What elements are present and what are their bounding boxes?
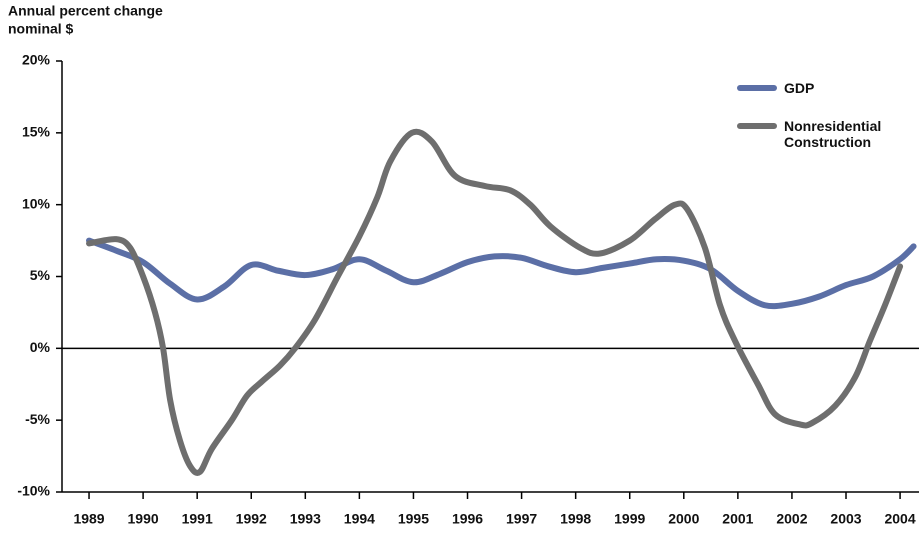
x-tick-label: 2004 [884, 511, 915, 527]
x-tick-label: 1989 [73, 511, 104, 527]
x-tick-label: 2001 [722, 511, 753, 527]
x-tick-label: 2000 [668, 511, 699, 527]
legend-label: Nonresidential Construction [784, 118, 882, 150]
chart-title: Annual percent change [8, 3, 163, 19]
x-tick-label: 1990 [128, 511, 159, 527]
y-tick-label: 15% [22, 124, 51, 140]
x-tick-label: 2003 [830, 511, 861, 527]
y-tick-label: 10% [22, 195, 51, 211]
y-tick-label: 5% [30, 267, 51, 283]
x-tick-label: 1998 [560, 511, 591, 527]
legend-label: GDP [784, 80, 815, 96]
y-tick-label: -5% [25, 411, 50, 427]
x-tick-label: 1993 [290, 511, 321, 527]
x-tick-label: 1995 [398, 511, 429, 527]
x-tick-label: 1999 [614, 511, 645, 527]
x-tick-label: 1992 [236, 511, 267, 527]
x-tick-label: 1996 [452, 511, 483, 527]
x-tick-label: 1994 [344, 511, 375, 527]
x-tick-label: 1997 [506, 511, 537, 527]
y-tick-label: 0% [30, 339, 51, 355]
x-tick-label: 2002 [776, 511, 807, 527]
y-tick-label: -10% [17, 483, 50, 499]
line [86, 128, 904, 476]
chart-subtitle: nominal $ [8, 21, 74, 37]
y-tick-label: 20% [22, 52, 51, 68]
line [86, 237, 917, 310]
x-tick-label: 1991 [182, 511, 213, 527]
